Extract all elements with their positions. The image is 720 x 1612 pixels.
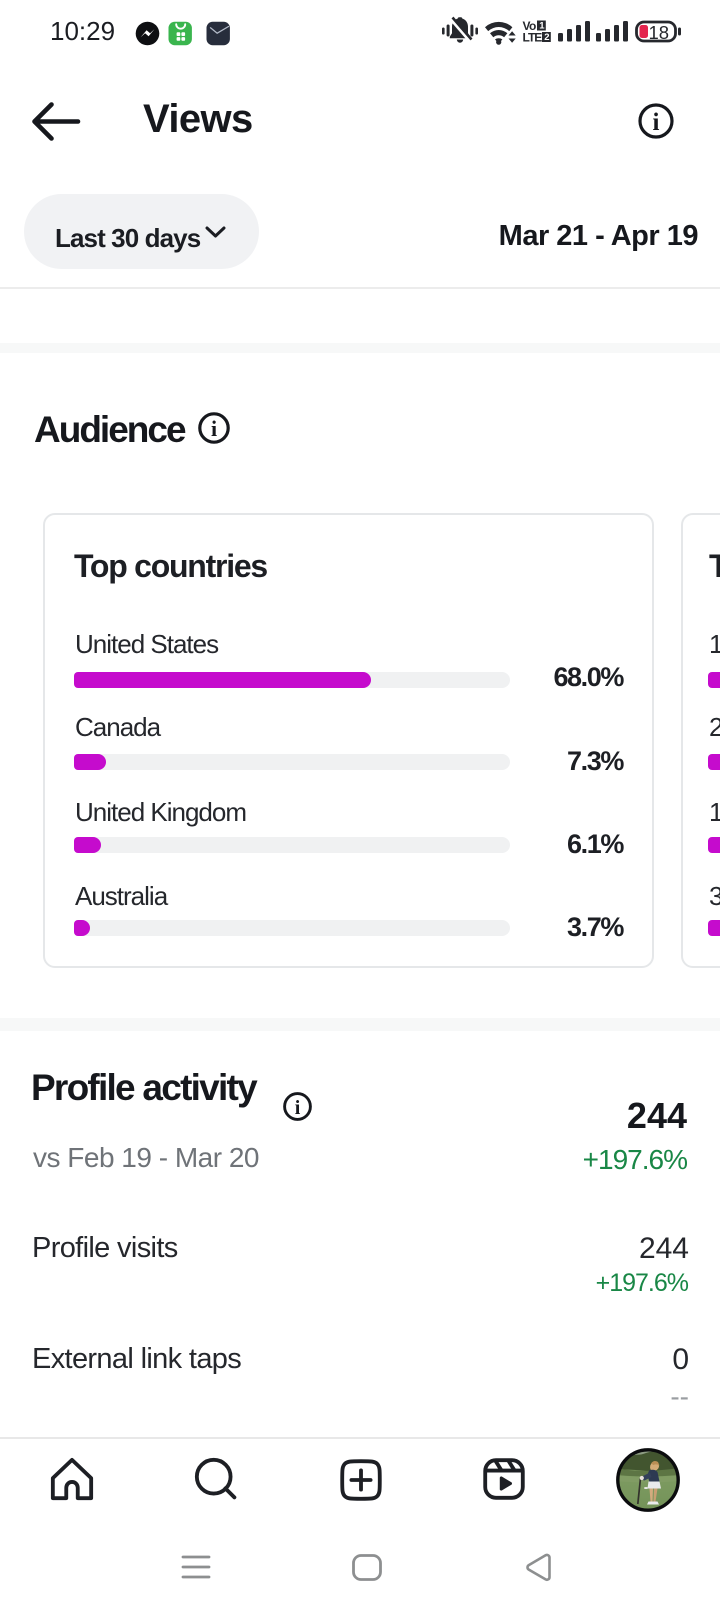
- svg-text:i: i: [295, 1097, 301, 1119]
- svg-text:i: i: [653, 109, 660, 136]
- svg-text:i: i: [211, 416, 217, 441]
- svg-text:2: 2: [544, 32, 549, 43]
- svg-text:1: 1: [539, 21, 545, 32]
- svg-text:LTE: LTE: [523, 31, 543, 45]
- svg-text:18: 18: [649, 22, 670, 43]
- svg-text:Vo: Vo: [523, 19, 537, 33]
